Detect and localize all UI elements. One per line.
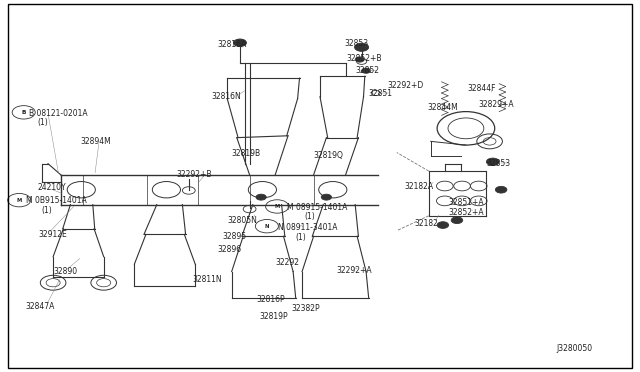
Text: (1): (1) [37,118,48,127]
Circle shape [234,39,246,46]
Text: B 08121-0201A: B 08121-0201A [29,109,88,118]
Circle shape [486,158,499,166]
Text: 32895: 32895 [223,232,247,241]
Circle shape [437,222,449,228]
Text: 24210Y: 24210Y [37,183,66,192]
Text: M: M [275,204,280,209]
Text: 32292+D: 32292+D [387,81,424,90]
Text: 32816P: 32816P [256,295,285,304]
Text: M 0B915-1401A: M 0B915-1401A [26,196,86,205]
Text: 32851: 32851 [368,89,392,98]
Text: M 08915-1401A: M 08915-1401A [287,203,347,212]
Text: 32182: 32182 [415,219,438,228]
Text: 32816N: 32816N [211,92,241,101]
Text: (1): (1) [296,233,307,242]
Text: 32805N: 32805N [227,216,257,225]
Circle shape [451,217,463,224]
Text: 32894M: 32894M [80,137,111,146]
Text: 32851+A: 32851+A [448,198,484,207]
Text: 32382P: 32382P [291,304,320,312]
Text: N 08911-3401A: N 08911-3401A [278,223,338,232]
Text: 32819P: 32819P [259,312,288,321]
Text: N: N [264,224,269,229]
Text: 32852+B: 32852+B [347,54,382,63]
Text: 32853: 32853 [344,39,369,48]
Text: (1): (1) [304,212,315,221]
Text: 32816A: 32816A [218,40,247,49]
Text: 32853: 32853 [486,159,511,168]
Text: 32844M: 32844M [428,103,458,112]
Text: (1): (1) [42,206,52,215]
Circle shape [355,43,369,51]
Text: 32292+A: 32292+A [336,266,372,275]
Circle shape [321,194,332,200]
Circle shape [256,194,266,200]
Text: B: B [22,110,26,115]
Text: 32912E: 32912E [38,230,67,239]
Text: 32847A: 32847A [26,302,55,311]
Text: 32292: 32292 [275,258,300,267]
Circle shape [355,57,364,62]
Text: 32819B: 32819B [232,149,261,158]
Text: 32844F: 32844F [467,84,496,93]
Text: 32819Q: 32819Q [314,151,344,160]
Text: 32829+A: 32829+A [479,100,515,109]
Circle shape [362,68,371,73]
Circle shape [495,186,507,193]
Text: 32890: 32890 [53,267,77,276]
Text: 32182A: 32182A [404,182,434,190]
Text: 32292+B: 32292+B [176,170,211,179]
Text: J3280050: J3280050 [557,344,593,353]
Text: 32852: 32852 [355,66,380,75]
Text: M: M [17,198,22,203]
Text: 32896: 32896 [218,245,242,254]
Text: 32811N: 32811N [192,275,221,284]
Text: 32852+A: 32852+A [448,208,484,217]
